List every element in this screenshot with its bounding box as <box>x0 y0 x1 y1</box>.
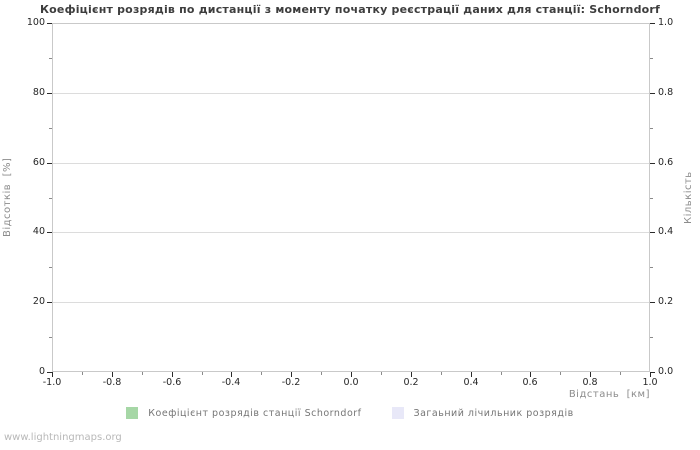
x-tick-label: 1.0 <box>642 377 658 388</box>
legend-item: Загаьний лічильник розрядів <box>391 407 574 419</box>
gridline <box>53 302 649 303</box>
legend: Коефіцієнт розрядів станції Schorndorf З… <box>0 407 700 419</box>
x-tick <box>351 372 352 377</box>
y-right-minor-tick <box>650 198 653 199</box>
y-right-tick-label: 0.8 <box>658 87 674 98</box>
y-left-minor-tick <box>49 128 52 129</box>
x-minor-tick <box>202 372 203 375</box>
x-minor-tick <box>261 372 262 375</box>
x-axis-label: Відстань [км] <box>568 389 650 400</box>
x-tick <box>471 372 472 377</box>
x-tick-label: -1.0 <box>42 377 62 388</box>
x-tick <box>411 372 412 377</box>
y-right-tick-label: 0.4 <box>658 226 674 237</box>
y-left-tick <box>47 372 52 373</box>
y-left-tick-label: 40 <box>32 226 45 237</box>
x-tick <box>291 372 292 377</box>
x-tick-label: -0.6 <box>162 377 182 388</box>
x-tick-label: -0.4 <box>221 377 241 388</box>
x-tick <box>590 372 591 377</box>
x-tick-label: -0.8 <box>102 377 122 388</box>
y-right-tick-label: 1.0 <box>658 17 674 28</box>
legend-label: Коефіцієнт розрядів станції Schorndorf <box>148 407 362 419</box>
y-right-minor-tick <box>650 58 653 59</box>
x-tick-label: 0.4 <box>463 377 479 388</box>
y-right-tick <box>650 372 655 373</box>
gridline <box>53 163 649 164</box>
x-tick <box>172 372 173 377</box>
x-minor-tick <box>560 372 561 375</box>
y-right-tick <box>650 23 655 24</box>
y-left-tick-label: 0 <box>38 366 45 377</box>
y-right-tick-label: 0.2 <box>658 296 674 307</box>
y-left-minor-tick <box>49 337 52 338</box>
y-right-tick-label: 0.0 <box>658 366 674 377</box>
y-left-tick <box>47 93 52 94</box>
y-left-tick <box>47 23 52 24</box>
x-tick-label: -0.2 <box>281 377 301 388</box>
y-axis-right-label: Кількість <box>683 171 694 224</box>
y-left-tick <box>47 232 52 233</box>
x-tick-label: 0.2 <box>403 377 419 388</box>
watermark: www.lightningmaps.org <box>4 432 122 443</box>
y-right-minor-tick <box>650 337 653 338</box>
x-minor-tick <box>82 372 83 375</box>
x-tick-label: 0.8 <box>582 377 598 388</box>
y-axis-left-label: Відсотків [%] <box>2 157 13 238</box>
x-minor-tick <box>381 372 382 375</box>
y-right-tick <box>650 93 655 94</box>
y-left-tick <box>47 302 52 303</box>
x-tick <box>52 372 53 377</box>
x-tick <box>112 372 113 377</box>
y-right-tick-label: 0.6 <box>658 157 674 168</box>
legend-item: Коефіцієнт розрядів станції Schorndorf <box>126 407 361 419</box>
y-right-minor-tick <box>650 128 653 129</box>
x-minor-tick <box>321 372 322 375</box>
y-right-minor-tick <box>650 267 653 268</box>
x-tick <box>650 372 651 377</box>
y-left-tick <box>47 163 52 164</box>
y-left-tick-label: 20 <box>32 296 45 307</box>
plot-area <box>52 23 650 372</box>
x-tick-label: 0.0 <box>343 377 359 388</box>
y-right-tick <box>650 232 655 233</box>
y-left-minor-tick <box>49 198 52 199</box>
x-minor-tick <box>620 372 621 375</box>
legend-swatch-coefficient <box>126 407 139 419</box>
x-tick <box>530 372 531 377</box>
legend-label: Загаьний лічильник розрядів <box>413 407 574 419</box>
legend-swatch-total-counter <box>391 407 404 419</box>
x-tick-label: 0.6 <box>522 377 538 388</box>
y-left-minor-tick <box>49 267 52 268</box>
y-right-tick <box>650 163 655 164</box>
gridline <box>53 232 649 233</box>
x-minor-tick <box>501 372 502 375</box>
gridline <box>53 93 649 94</box>
y-left-tick-label: 100 <box>26 17 45 28</box>
y-left-tick-label: 60 <box>32 157 45 168</box>
x-tick <box>231 372 232 377</box>
y-right-tick <box>650 302 655 303</box>
y-left-tick-label: 80 <box>32 87 45 98</box>
x-minor-tick <box>441 372 442 375</box>
x-minor-tick <box>142 372 143 375</box>
chart-title: Коефіцієнт розрядів по дистанції з момен… <box>39 3 661 16</box>
y-left-minor-tick <box>49 58 52 59</box>
